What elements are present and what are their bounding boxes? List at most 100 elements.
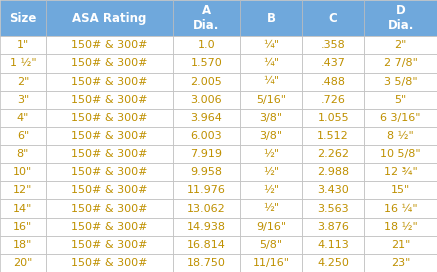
Bar [173,91,240,109]
Text: 6 3/16": 6 3/16" [380,113,421,123]
Bar [364,36,437,54]
Text: D
Dia.: D Dia. [387,4,414,32]
Text: 150# & 300#: 150# & 300# [71,131,148,141]
Text: 2": 2" [17,77,29,86]
Bar [173,127,240,145]
Text: 1.0: 1.0 [198,40,215,50]
Bar [364,145,437,163]
Text: 5/16": 5/16" [256,95,286,105]
Text: 150# & 300#: 150# & 300# [71,186,148,195]
Text: 2.988: 2.988 [317,167,349,177]
Text: 150# & 300#: 150# & 300# [71,222,148,232]
Bar [173,36,240,54]
Bar [173,109,240,127]
Bar [240,73,302,91]
Text: .488: .488 [321,77,346,86]
Text: 150# & 300#: 150# & 300# [71,149,148,159]
Bar [173,181,240,199]
Text: 15": 15" [391,186,410,195]
Bar [240,54,302,73]
Text: B: B [267,12,276,25]
Text: 150# & 300#: 150# & 300# [71,95,148,105]
Bar [240,36,302,54]
Bar [364,163,437,181]
Bar [173,163,240,181]
Bar [302,0,364,36]
Bar [302,254,364,272]
Bar [0,254,46,272]
Text: Size: Size [9,12,37,25]
Bar [364,73,437,91]
Bar [302,109,364,127]
Bar [46,91,173,109]
Text: 150# & 300#: 150# & 300# [71,40,148,50]
Text: 20": 20" [13,258,33,268]
Text: 18 ½": 18 ½" [384,222,417,232]
Text: 3": 3" [17,95,29,105]
Text: 13.062: 13.062 [187,203,226,214]
Text: 11/16": 11/16" [253,258,290,268]
Text: 2": 2" [395,40,407,50]
Bar [173,0,240,36]
Bar [46,145,173,163]
Bar [0,236,46,254]
Bar [46,254,173,272]
Bar [364,181,437,199]
Bar [46,218,173,236]
Text: 12": 12" [13,186,33,195]
Text: 150# & 300#: 150# & 300# [71,113,148,123]
Bar [302,199,364,218]
Text: 3/8": 3/8" [260,131,283,141]
Bar [240,181,302,199]
Text: ¼": ¼" [263,58,279,69]
Text: 150# & 300#: 150# & 300# [71,203,148,214]
Bar [46,73,173,91]
Bar [173,145,240,163]
Bar [302,236,364,254]
Bar [240,91,302,109]
Text: 14.938: 14.938 [187,222,226,232]
Bar [302,145,364,163]
Text: 1.512: 1.512 [317,131,349,141]
Bar [173,218,240,236]
Bar [0,54,46,73]
Text: 4.113: 4.113 [317,240,349,250]
Bar [0,91,46,109]
Text: 1.055: 1.055 [317,113,349,123]
Bar [173,54,240,73]
Bar [46,127,173,145]
Text: .358: .358 [321,40,346,50]
Text: 3 5/8": 3 5/8" [384,77,417,86]
Bar [364,199,437,218]
Text: 10": 10" [13,167,32,177]
Text: 3.876: 3.876 [317,222,349,232]
Text: 2.262: 2.262 [317,149,349,159]
Text: 12 ¾": 12 ¾" [384,167,417,177]
Bar [0,163,46,181]
Text: 3.006: 3.006 [191,95,222,105]
Bar [302,36,364,54]
Text: 7.919: 7.919 [191,149,222,159]
Bar [364,218,437,236]
Bar [46,0,173,36]
Text: 3/8": 3/8" [260,113,283,123]
Bar [302,54,364,73]
Bar [0,127,46,145]
Bar [173,254,240,272]
Text: 16": 16" [13,222,32,232]
Bar [302,127,364,145]
Text: 3.430: 3.430 [317,186,349,195]
Text: 150# & 300#: 150# & 300# [71,77,148,86]
Text: 3.964: 3.964 [191,113,222,123]
Text: 8": 8" [17,149,29,159]
Text: 16.814: 16.814 [187,240,226,250]
Text: 8 ½": 8 ½" [387,131,414,141]
Bar [0,0,46,36]
Text: .726: .726 [321,95,346,105]
Bar [364,109,437,127]
Text: 23": 23" [391,258,410,268]
Bar [302,181,364,199]
Text: 16 ¼": 16 ¼" [384,203,417,214]
Text: ASA Rating: ASA Rating [72,12,146,25]
Text: 6": 6" [17,131,29,141]
